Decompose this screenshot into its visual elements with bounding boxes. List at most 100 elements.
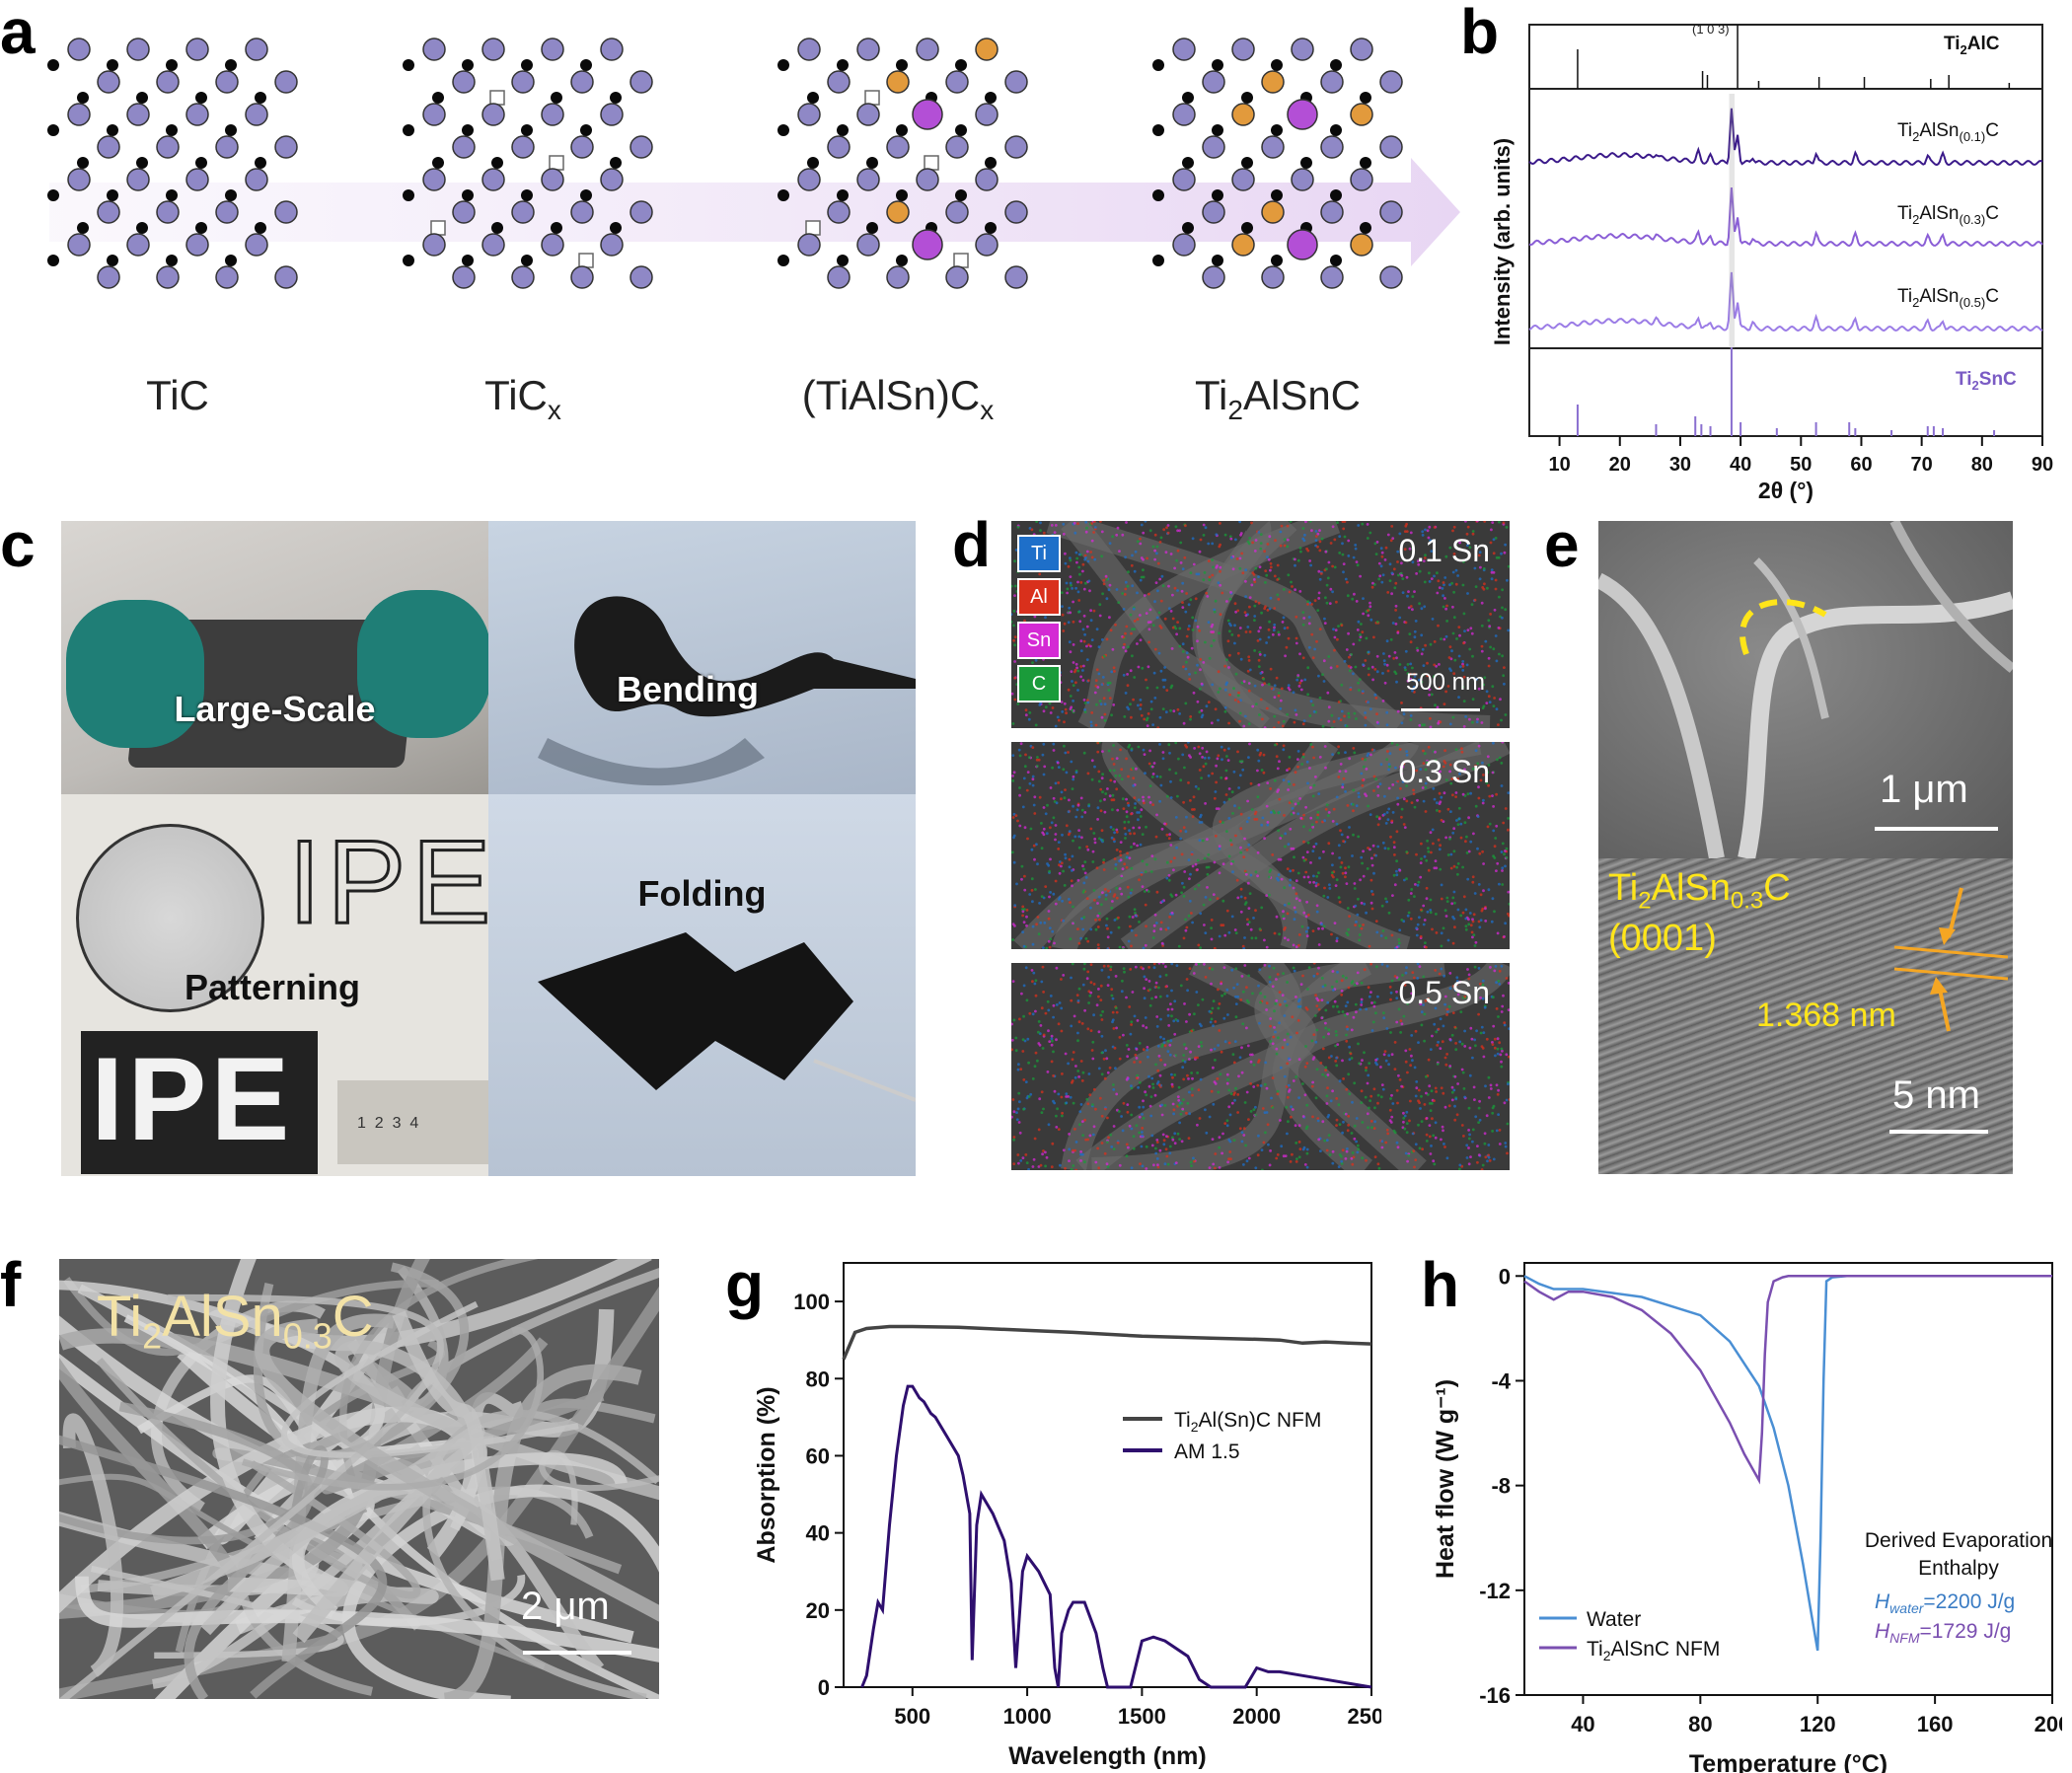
carbon-atom: [491, 157, 503, 169]
lattice-spacing-label: 1.368 nm: [1756, 997, 1896, 1034]
y-tick-label: 60: [806, 1443, 830, 1468]
carbon-atom: [1241, 157, 1253, 169]
eds-map-0: Ti Al Sn C 0.1 Sn 500 nm: [1011, 521, 1510, 728]
carbon-atom: [551, 222, 562, 234]
tem-plane-label: (0001): [1608, 918, 1717, 959]
carbon-atom: [47, 59, 59, 71]
nanofiber: [150, 1424, 485, 1644]
lattice-atom: [797, 233, 821, 257]
nanofiber: [443, 1364, 642, 1699]
y-tick-label: -16: [1479, 1683, 1511, 1708]
lattice-atom: [975, 233, 999, 257]
lattice-atom: [1379, 200, 1403, 224]
lattice-atom: [1004, 200, 1028, 224]
carbon-atom: [166, 124, 178, 136]
lattice-atom: [185, 233, 209, 257]
carbon-atom: [1152, 189, 1164, 201]
carbon-atom: [403, 255, 414, 266]
lattice-atom: [1202, 200, 1225, 224]
carbon-atom: [432, 157, 444, 169]
carbon-atom: [837, 189, 849, 201]
lattice-atom: [975, 103, 999, 126]
y-tick-label: -4: [1491, 1368, 1511, 1393]
lattice-atom: [629, 135, 653, 159]
nanofiber: [81, 1486, 594, 1593]
xrd-x-tick-label: 50: [1790, 454, 1812, 476]
lattice-atom: [1379, 265, 1403, 289]
lattice-atom: [797, 168, 821, 191]
tem-scalebar-label: 5 nm: [1892, 1073, 1980, 1117]
photo-patterning: IPE Patterning IPE 1 2 3 4: [61, 794, 488, 1176]
lattice-atom: [452, 265, 476, 289]
lattice-atom: [629, 265, 653, 289]
sem-fiber-scalebar: [523, 1651, 631, 1655]
y-axis-title: Heat flow (W g⁻¹): [1432, 1379, 1459, 1579]
lattice-atom: [185, 103, 209, 126]
nanofiber: [241, 1326, 545, 1491]
annotation-title: Derived Evaporation Enthalpy: [1865, 1529, 2052, 1580]
lattice-atom: [215, 265, 239, 289]
carbon-atom: [985, 157, 997, 169]
caption-patterning: Patterning: [185, 967, 361, 1007]
carbon-atom: [985, 92, 997, 104]
nanofiber: [59, 1353, 634, 1644]
lattice-atom: [481, 233, 505, 257]
lattice-atom: [126, 168, 150, 191]
panel-label-f: f: [0, 1249, 22, 1320]
panel-label-g: g: [725, 1249, 765, 1320]
carbon-atom: [807, 92, 819, 104]
legend-sn: Sn: [1017, 622, 1061, 659]
carbon-atom: [955, 189, 967, 201]
lattice-atom: [886, 265, 910, 289]
lattice-atom: [185, 168, 209, 191]
lattice-atom: [541, 233, 564, 257]
nanofiber: [341, 1484, 659, 1699]
legend-al: Al: [1017, 578, 1061, 616]
lattice-atom: [600, 103, 624, 126]
carbon-atom: [107, 189, 118, 201]
lattice-atom: [126, 103, 150, 126]
carbon-atom: [1152, 59, 1164, 71]
carbon-atom: [1212, 255, 1223, 266]
lattice-atom: [156, 70, 180, 94]
carbon-vacancy: [924, 155, 939, 171]
nanofiber: [90, 1565, 344, 1659]
carbon-atom: [610, 92, 622, 104]
series-line-1: [860, 1384, 1372, 1689]
carbon-atom: [225, 124, 237, 136]
tem-phase-label: Ti2AlSn0.3C: [1608, 867, 1791, 915]
carbon-atom: [166, 255, 178, 266]
lattice-atom: [1004, 265, 1028, 289]
panel-label-h: h: [1421, 1249, 1460, 1320]
lattice-atom: [600, 168, 624, 191]
carbon-atom: [1360, 222, 1371, 234]
lattice-atom: [1172, 168, 1196, 191]
nanofiber: [59, 1435, 388, 1699]
structure-label-ti2alsnc: Ti2AlSnC: [1195, 372, 1361, 425]
lattice-atom: [1004, 70, 1028, 94]
carbon-atom: [166, 59, 178, 71]
lattice-atom: [452, 135, 476, 159]
xrd-x-tick-label: 20: [1609, 454, 1631, 476]
lattice-atom: [1291, 168, 1314, 191]
lattice-atom: [827, 265, 851, 289]
carbon-atom: [896, 59, 908, 71]
lattice-atom: [422, 103, 446, 126]
sample-label-1: Ti2AlSn(0.3)C: [1897, 203, 1999, 227]
lattice-atom: [945, 70, 969, 94]
lattice-atom: [827, 200, 851, 224]
carbon-atom: [166, 189, 178, 201]
carbon-atom: [1182, 92, 1194, 104]
xrd-x-tick-label: 70: [1911, 454, 1933, 476]
carbon-vacancy: [489, 90, 505, 106]
lattice-atom: [481, 37, 505, 61]
carbon-atom: [403, 124, 414, 136]
lattice-atom: [912, 229, 943, 260]
xrd-x-tick-label: 60: [1850, 454, 1872, 476]
carbon-vacancy: [430, 220, 446, 236]
xrd-x-tick-label: 80: [1971, 454, 1993, 476]
lattice-atom: [1172, 233, 1196, 257]
sem-fiber-scalebar-label: 2 μm: [521, 1585, 610, 1628]
carbon-vacancy: [953, 253, 969, 268]
